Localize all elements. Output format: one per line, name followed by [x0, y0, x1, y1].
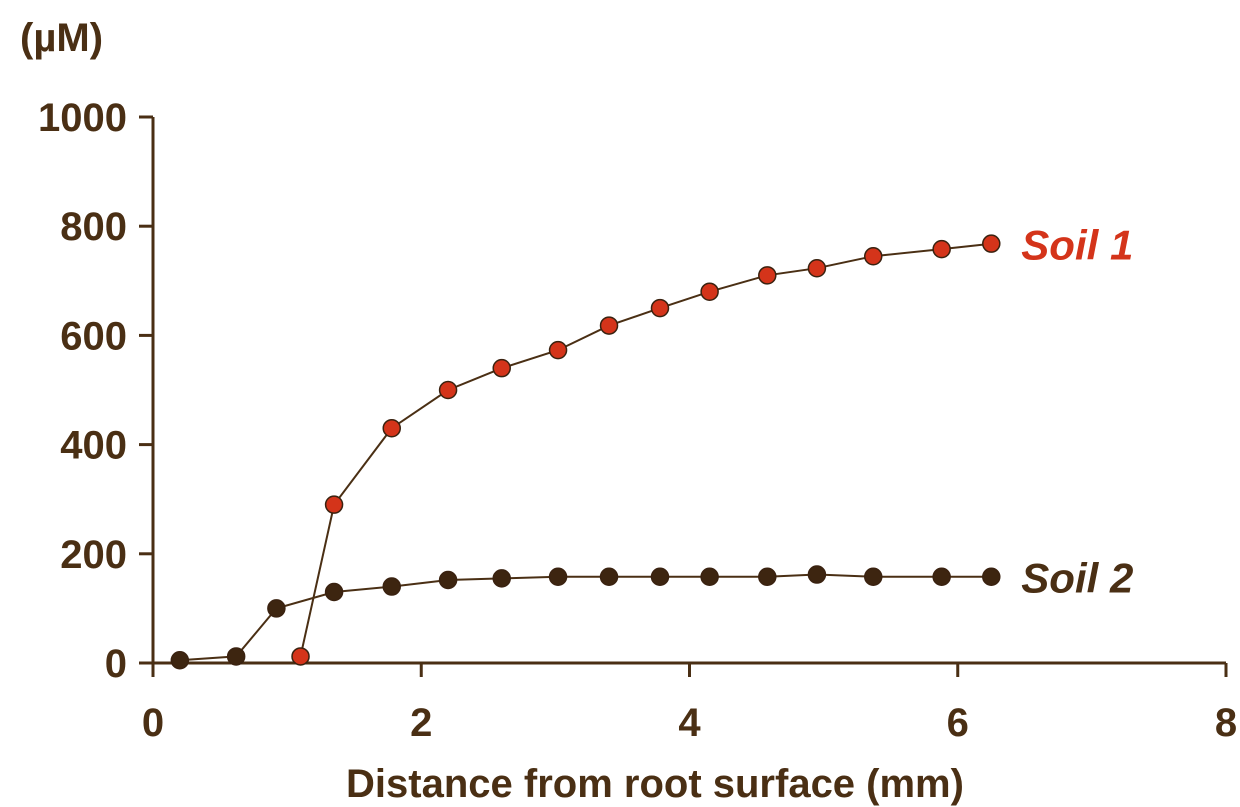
- series-soil-1-point: [982, 234, 1001, 253]
- y-tick-label: 600: [60, 314, 127, 358]
- series-soil-1-point: [599, 316, 619, 335]
- series-soil-1-point: [758, 266, 777, 285]
- series-soil-1-point: [492, 358, 511, 378]
- series-soil-1-line: [299, 242, 992, 657]
- series-soil-1-point: [650, 298, 670, 318]
- series-soil-1-label: Soil 1: [1021, 222, 1133, 269]
- series-soil-2-point: [492, 569, 511, 588]
- y-tick-label: 200: [60, 533, 127, 577]
- series-soil-2-point: [267, 599, 286, 618]
- x-tick-label: 4: [678, 701, 701, 745]
- series-soil-2-point: [700, 567, 719, 586]
- x-tick-label: 6: [947, 701, 969, 745]
- x-tick-label: 2: [410, 701, 432, 745]
- series-soil-2-line: [179, 573, 992, 662]
- axes: 0 200 400 600 800 1000 0 2 4 6 8 (µM) Distance from …: [20, 16, 1237, 806]
- series-soil-1-point: [291, 647, 310, 666]
- series-soil-1-point: [382, 418, 401, 438]
- series-soil-1-point: [864, 246, 883, 266]
- labels-layer: Soil 1 Soil 2: [1021, 222, 1133, 602]
- series-soil-2-point: [650, 567, 670, 586]
- series-soil-2-point: [758, 567, 777, 586]
- y-tick-label: 0: [105, 642, 127, 686]
- series-soil-1: [291, 234, 1001, 666]
- series-soil-2-point: [438, 570, 458, 590]
- series-soil-1-point: [932, 239, 951, 259]
- series-soil-2-point: [864, 567, 883, 586]
- series-soil-1-point: [438, 380, 458, 400]
- series-soil-2-point: [932, 567, 951, 586]
- x-axis-title: Distance from root surface (mm): [346, 762, 964, 806]
- x-tick-label: 8: [1215, 701, 1237, 745]
- y-tick-label: 1000: [38, 96, 127, 140]
- series-soil-2: [170, 565, 1001, 670]
- series-soil-2-point: [982, 567, 1001, 586]
- series-soil-1-point: [324, 495, 344, 514]
- series-soil-2-point: [807, 565, 827, 584]
- y-tick-label: 400: [60, 424, 127, 468]
- series-soil-2-point: [382, 577, 401, 596]
- y-axis-title: (µM): [20, 16, 103, 60]
- series-layer: [170, 234, 1001, 670]
- series-soil-1-point: [548, 340, 568, 360]
- series-soil-2-point: [324, 582, 344, 602]
- series-soil-2-point: [548, 567, 568, 586]
- series-soil-1-point: [700, 282, 719, 301]
- series-soil-2-point: [226, 647, 246, 666]
- y-tick-label: 800: [60, 205, 127, 249]
- series-soil-2-point: [170, 651, 190, 670]
- x-tick-label: 0: [142, 701, 164, 745]
- series-soil-2-point: [599, 567, 619, 586]
- series-soil-2-label: Soil 2: [1021, 555, 1133, 602]
- series-soil-1-point: [807, 258, 827, 278]
